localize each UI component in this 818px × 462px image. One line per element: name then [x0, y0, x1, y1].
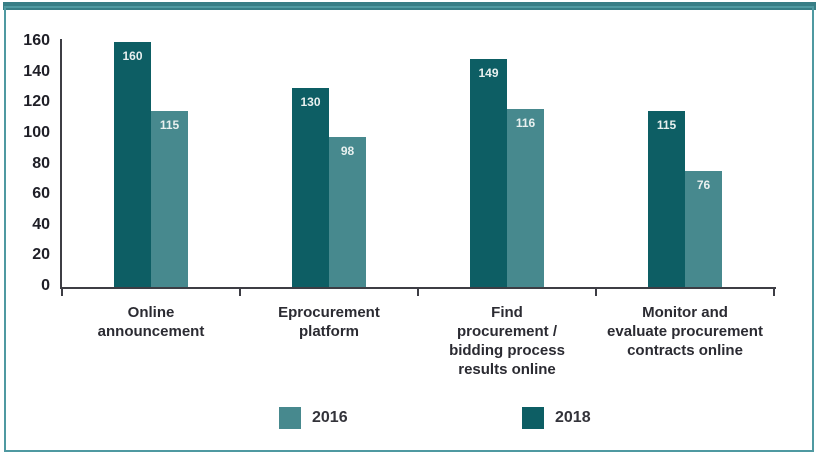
y-tick-label: 140 — [23, 62, 50, 80]
category-label-line: contracts online — [627, 342, 743, 359]
bar-value-label: 115 — [159, 117, 180, 132]
y-tick-label: 160 — [23, 32, 50, 49]
bar-value-label: 98 — [340, 143, 355, 158]
bar-2016 — [685, 170, 722, 287]
category-label-line: Online — [127, 304, 175, 321]
bar-2016 — [151, 110, 188, 287]
legend-item-2016: 2016 — [279, 407, 348, 429]
bar-value-label: 115 — [656, 117, 677, 132]
category-label: Online announcement — [56, 303, 246, 341]
legend-item-2018: 2018 — [522, 407, 591, 429]
legend-label-2016: 2016 — [312, 409, 348, 426]
bar-value-label: 130 — [300, 94, 321, 109]
category-label-line: Find — [491, 304, 523, 321]
y-tick-label: 60 — [32, 185, 50, 203]
bar-value-label: 76 — [696, 177, 711, 192]
y-tick-label: 120 — [23, 93, 50, 111]
category-label-line: evaluate procurement — [607, 323, 763, 340]
bar-2018 — [470, 58, 507, 287]
x-axis-tick — [417, 287, 419, 296]
x-axis-tick — [239, 287, 241, 296]
bar-value-label: 116 — [515, 116, 536, 131]
x-axis-tick — [61, 287, 63, 296]
category-label: Monitor and evaluate procurement contracts… — [590, 303, 780, 360]
bar-value-label: 149 — [478, 65, 499, 80]
y-tick-label: 40 — [32, 215, 50, 233]
category-label: Eprocurement platform — [234, 303, 424, 341]
y-tick-label: 100 — [23, 123, 50, 141]
bar-2018 — [648, 110, 685, 287]
category-label-line: bidding process — [449, 342, 565, 359]
legend-swatch-2018 — [522, 407, 544, 429]
category-label: Find procurement / bidding process results … — [412, 303, 602, 379]
category-label-line: platform — [299, 323, 359, 340]
top-accent-bar — [3, 2, 816, 10]
legend-swatch-2016 — [279, 407, 301, 429]
category-label-line: announcement — [97, 323, 205, 340]
y-axis-line — [60, 39, 62, 289]
bar-value-label: 160 — [122, 49, 143, 63]
bar-2018 — [292, 87, 329, 287]
category-label-line: results online — [458, 361, 556, 378]
category-label-line: Eprocurement — [278, 304, 380, 321]
y-tick-label: 0 — [41, 277, 50, 294]
category-label-line: Monitor and — [642, 304, 728, 321]
category-label-line: procurement / — [456, 323, 558, 340]
x-axis-tick — [773, 287, 775, 296]
legend-label-2018: 2018 — [555, 409, 591, 426]
bar-2018 — [114, 42, 151, 287]
y-tick-label: 20 — [32, 246, 50, 264]
bar-2016 — [329, 136, 366, 287]
y-tick-label: 80 — [32, 154, 50, 172]
bar-2016 — [507, 109, 544, 287]
x-axis-tick — [595, 287, 597, 296]
